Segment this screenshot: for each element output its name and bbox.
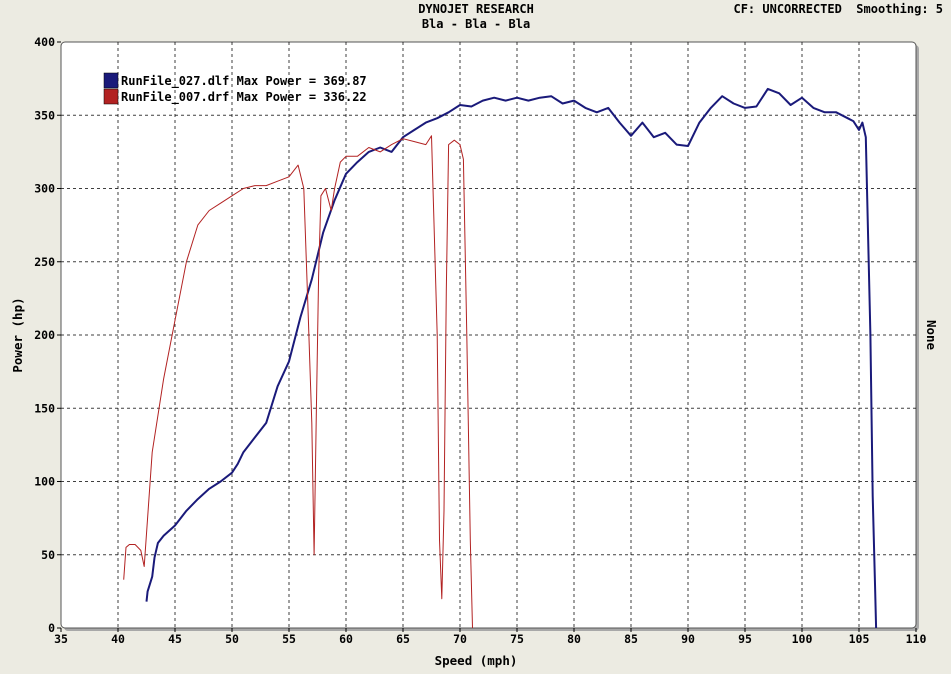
x-axis-label: Speed (mph) [435, 653, 518, 668]
x-tick-label: 85 [624, 632, 638, 646]
x-tick-label: 95 [738, 632, 752, 646]
series-layer [123, 87, 878, 629]
x-tick-label: 80 [567, 632, 581, 646]
x-tick-label: 110 [906, 632, 927, 646]
x-tick-label: 35 [54, 632, 68, 646]
x-tick-label: 50 [225, 632, 239, 646]
y-tick-label: 100 [34, 475, 55, 489]
y-tick-label: 350 [34, 108, 55, 122]
correction-info: CF: UNCORRECTED Smoothing: 5 [733, 2, 943, 16]
y-tick-label: 0 [48, 621, 55, 635]
x-axis-ticks: 35 40 45 50 55 60 65 70 75 80 85 90 95 100 105 110 [54, 628, 926, 646]
x-tick-label: 55 [282, 632, 296, 646]
x-tick-label: 65 [396, 632, 410, 646]
y-tick-label: 50 [41, 548, 55, 562]
x-tick-label: 40 [111, 632, 125, 646]
right-axis-label: None [924, 320, 939, 351]
series-line-1 [145, 87, 878, 629]
y-axis-ticks: 0 50 100 150 200 250 300 350 400 [34, 35, 61, 635]
series-line-2 [123, 135, 473, 629]
x-tick-label: 70 [453, 632, 467, 646]
y-axis-label: Power (hp) [10, 297, 25, 372]
y-tick-label: 200 [34, 328, 55, 342]
legend-swatch-2 [103, 88, 119, 105]
y-tick-label: 150 [34, 401, 55, 415]
x-tick-label: 75 [510, 632, 524, 646]
plot-frame [60, 41, 919, 631]
x-tick-label: 90 [681, 632, 695, 646]
x-tick-label: 105 [849, 632, 870, 646]
y-tick-label: 400 [34, 35, 55, 49]
legend-label-1: RunFile_027.dlf Max Power = 369.87 [121, 74, 367, 89]
chart-title: DYNOJET RESEARCH [418, 2, 534, 16]
grid-lines [61, 42, 916, 628]
legend: RunFile_027.dlf Max Power = 369.87RunFil… [103, 72, 367, 105]
x-tick-label: 60 [339, 632, 353, 646]
y-tick-label: 250 [34, 255, 55, 269]
x-tick-label: 100 [792, 632, 813, 646]
x-tick-label: 45 [168, 632, 182, 646]
legend-swatch-1 [103, 72, 119, 89]
legend-label-2: RunFile_007.drf Max Power = 336.22 [121, 90, 367, 105]
chart-subtitle: Bla - Bla - Bla [422, 17, 530, 31]
y-tick-label: 300 [34, 182, 55, 196]
